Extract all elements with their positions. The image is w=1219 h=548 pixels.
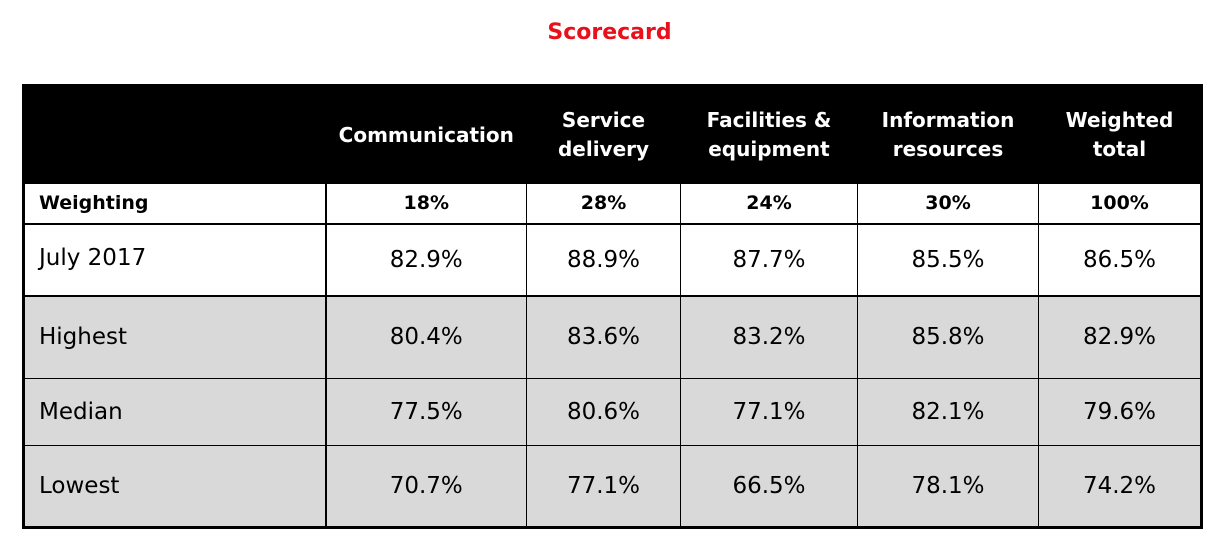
table-cell: 79.6% xyxy=(1038,378,1202,446)
table-cell: 88.9% xyxy=(526,223,681,296)
scorecard-table: Communication Service delivery Facilitie… xyxy=(22,84,1203,529)
weighting-cell: 18% xyxy=(325,183,527,224)
table-row: Lowest 70.7% 77.1% 66.5% 78.1% 74.2% xyxy=(23,445,1202,528)
table-cell: 74.2% xyxy=(1038,445,1202,528)
table-row: Highest 80.4% 83.6% 83.2% 85.8% 82.9% xyxy=(23,295,1202,379)
table-cell: 82.1% xyxy=(857,378,1039,446)
table-row: July 2017 82.9% 88.9% 87.7% 85.5% 86.5% xyxy=(23,223,1202,296)
weighting-cell: 28% xyxy=(526,183,681,224)
table-cell: 83.2% xyxy=(680,295,858,379)
table-cell: 80.4% xyxy=(325,295,527,379)
weighting-cell: 30% xyxy=(857,183,1039,224)
weighting-label: Weighting xyxy=(23,183,327,224)
page-title: Scorecard xyxy=(547,20,672,45)
table-row: Median 77.5% 80.6% 77.1% 82.1% 79.6% xyxy=(23,378,1202,446)
header-information-resources: Information resources xyxy=(857,85,1039,184)
weighting-cell: 100% xyxy=(1038,183,1202,224)
row-label: Median xyxy=(23,378,327,446)
header-cell-empty xyxy=(23,85,327,184)
table-cell: 82.9% xyxy=(1038,295,1202,379)
table-cell: 78.1% xyxy=(857,445,1039,528)
table-cell: 87.7% xyxy=(680,223,858,296)
table-cell: 66.5% xyxy=(680,445,858,528)
header-communication: Communication xyxy=(325,85,527,184)
header-row: Communication Service delivery Facilitie… xyxy=(23,85,1202,184)
row-label: Lowest xyxy=(23,445,327,528)
weighting-cell: 24% xyxy=(680,183,858,224)
header-facilities-equipment: Facilities & equipment xyxy=(680,85,858,184)
table-cell: 83.6% xyxy=(526,295,681,379)
table-cell: 80.6% xyxy=(526,378,681,446)
table-cell: 86.5% xyxy=(1038,223,1202,296)
header-service-delivery: Service delivery xyxy=(526,85,681,184)
table-cell: 85.8% xyxy=(857,295,1039,379)
header-weighted-total: Weighted total xyxy=(1038,85,1202,184)
table-cell: 77.1% xyxy=(680,378,858,446)
table-cell: 82.9% xyxy=(325,223,527,296)
table-cell: 77.5% xyxy=(325,378,527,446)
row-label: Highest xyxy=(23,295,327,379)
table-cell: 77.1% xyxy=(526,445,681,528)
table-cell: 85.5% xyxy=(857,223,1039,296)
weighting-row: Weighting 18% 28% 24% 30% 100% xyxy=(23,183,1202,224)
table-cell: 70.7% xyxy=(325,445,527,528)
row-label: July 2017 xyxy=(23,223,327,296)
